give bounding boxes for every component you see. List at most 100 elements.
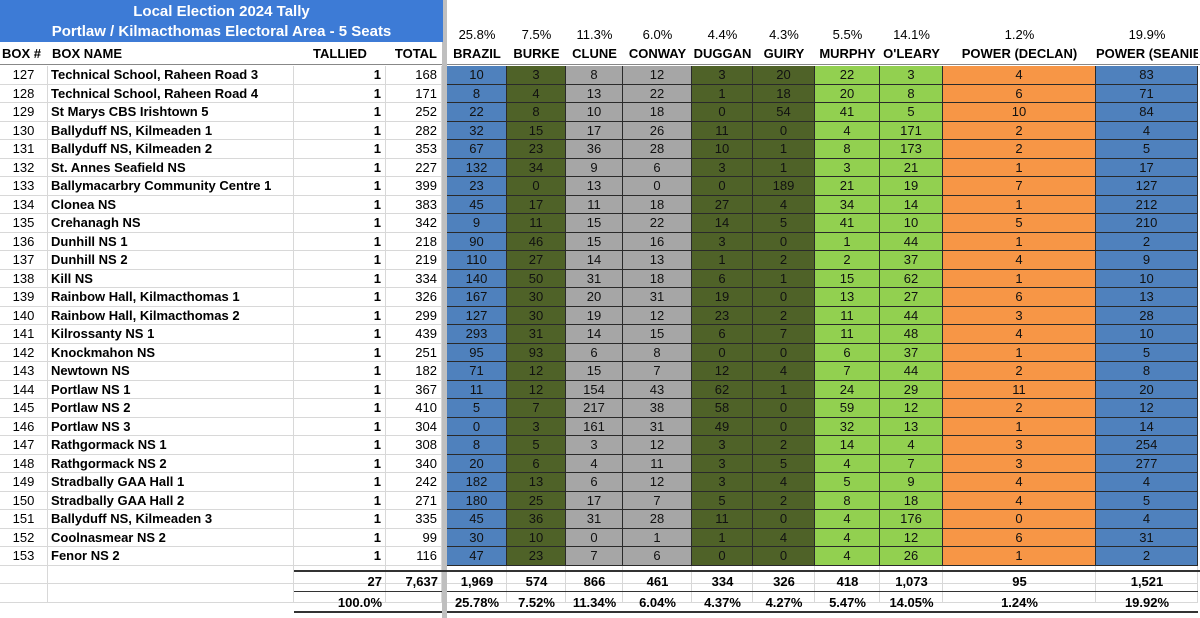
vote-cell: 31 [507, 325, 566, 344]
vote-cell: 12 [623, 306, 692, 325]
vote-cell: 11 [566, 195, 623, 214]
vote-cell: 50 [507, 269, 566, 288]
vote-cell: 22 [815, 66, 880, 85]
vote-cell: 13 [507, 473, 566, 492]
vote-cell: 10 [692, 140, 753, 159]
vote-cell: 4 [753, 473, 815, 492]
vote-cell: 293 [447, 325, 507, 344]
box-total: 353 [386, 140, 442, 159]
box-total: 271 [386, 491, 442, 510]
vote-cell: 14 [692, 214, 753, 233]
vote-cell: 17 [1096, 158, 1198, 177]
tallied-count: 1 [294, 177, 386, 196]
tallied-count: 1 [294, 140, 386, 159]
empty-cell [566, 565, 623, 584]
candidate-percent-total: 19.92% [1096, 593, 1198, 613]
box-number: 148 [0, 454, 48, 473]
box-number: 151 [0, 510, 48, 529]
box-number: 143 [0, 362, 48, 381]
vote-cell: 23 [692, 306, 753, 325]
box-name: Ballymacarbry Community Centre 1 [48, 177, 294, 196]
box-total: 252 [386, 103, 442, 122]
vote-cell: 0 [753, 399, 815, 418]
vote-cell: 17 [566, 491, 623, 510]
empty-cell [753, 565, 815, 584]
vote-cell: 5 [447, 399, 507, 418]
box-total: 219 [386, 251, 442, 270]
vote-cell: 2 [753, 251, 815, 270]
vote-cell: 2 [943, 399, 1096, 418]
box-total: 299 [386, 306, 442, 325]
box-total: 439 [386, 325, 442, 344]
empty-cell [386, 584, 442, 603]
empty-cell [1096, 584, 1198, 603]
vote-cell: 0 [507, 177, 566, 196]
candidate-percent: 4.4% [707, 27, 738, 42]
header-box-name: BOX NAME [52, 46, 123, 61]
empty-cell [447, 584, 507, 603]
box-number: 145 [0, 399, 48, 418]
vote-cell: 26 [880, 547, 943, 566]
tallied-count: 1 [294, 325, 386, 344]
box-number: 153 [0, 547, 48, 566]
vote-cell: 5 [1096, 140, 1198, 159]
vote-cell: 8 [447, 84, 507, 103]
box-total: 335 [386, 510, 442, 529]
box-number: 135 [0, 214, 48, 233]
empty-cell [447, 565, 507, 584]
vote-cell: 95 [447, 343, 507, 362]
vote-cell: 217 [566, 399, 623, 418]
box-total: 116 [386, 547, 442, 566]
vote-cell: 3 [943, 436, 1096, 455]
candidate-percent: 6.0% [642, 27, 673, 42]
vote-cell: 8 [623, 343, 692, 362]
box-name: Ballyduff NS, Kilmeaden 3 [48, 510, 294, 529]
vote-cell: 31 [566, 269, 623, 288]
tallied-count: 1 [294, 417, 386, 436]
tallied-count: 1 [294, 103, 386, 122]
vote-cell: 10 [566, 103, 623, 122]
box-name: Newtown NS [48, 362, 294, 381]
vote-cell: 127 [447, 306, 507, 325]
box-name: St. Annes Seafield NS [48, 158, 294, 177]
box-name: Fenor NS 2 [48, 547, 294, 566]
box-number: 140 [0, 306, 48, 325]
tallied-count: 1 [294, 121, 386, 140]
vote-cell: 5 [753, 214, 815, 233]
vote-cell: 8 [566, 66, 623, 85]
vote-cell: 7 [507, 399, 566, 418]
empty-cell [0, 584, 48, 603]
candidate-total: 1,521 [1096, 572, 1198, 592]
box-total: 99 [386, 528, 442, 547]
tallied-count: 1 [294, 288, 386, 307]
empty-cell [943, 584, 1096, 603]
candidate-percent-total: 25.78% [447, 593, 507, 613]
vote-cell: 212 [1096, 195, 1198, 214]
vote-cell: 11 [623, 454, 692, 473]
candidate-header: POWER (DECLAN) [961, 46, 1078, 61]
percent-spacer [386, 593, 442, 613]
vote-cell: 32 [815, 417, 880, 436]
vote-cell: 3 [692, 454, 753, 473]
vote-cell: 4 [880, 436, 943, 455]
vote-cell: 34 [815, 195, 880, 214]
vote-cell: 84 [1096, 103, 1198, 122]
vote-cell: 48 [880, 325, 943, 344]
candidate-header: BRAZIL [453, 46, 501, 61]
vote-cell: 4 [815, 528, 880, 547]
box-total: 242 [386, 473, 442, 492]
vote-cell: 6 [623, 158, 692, 177]
box-total: 308 [386, 436, 442, 455]
vote-cell: 180 [447, 491, 507, 510]
vote-cell: 23 [507, 140, 566, 159]
box-total: 326 [386, 288, 442, 307]
vote-cell: 11 [507, 214, 566, 233]
vote-cell: 15 [815, 269, 880, 288]
vote-cell: 1 [943, 417, 1096, 436]
tallied-count: 1 [294, 66, 386, 85]
vote-cell: 30 [447, 528, 507, 547]
vote-cell: 5 [507, 436, 566, 455]
vote-cell: 0 [623, 177, 692, 196]
empty-cell [880, 584, 943, 603]
vote-cell: 3 [692, 436, 753, 455]
